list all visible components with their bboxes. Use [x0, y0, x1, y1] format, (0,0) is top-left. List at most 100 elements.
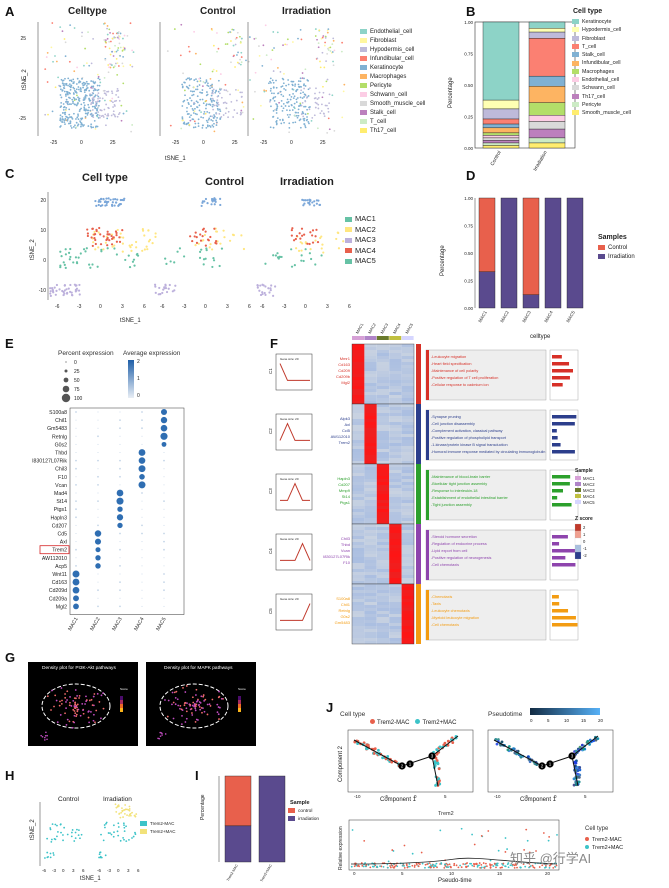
a-point: [83, 91, 86, 94]
a-point: [209, 126, 212, 128]
f-heat-cell: [389, 380, 402, 383]
h-xtick: 3: [72, 868, 75, 873]
a-legend-label: Th17_cell: [370, 128, 397, 134]
g-point: [73, 705, 76, 708]
a-point: [205, 119, 208, 122]
b-legend-label: Endothelial_cell: [582, 77, 620, 84]
f-zscore-tick: -2: [583, 553, 587, 558]
c-point: [308, 242, 311, 246]
a-point: [206, 84, 209, 87]
f-heat-cell: [389, 578, 402, 581]
c-point: [276, 252, 279, 255]
c-title-celltype: Cell type: [82, 172, 128, 184]
a-point: [191, 94, 193, 97]
e-dot: [141, 443, 143, 445]
a-point: [216, 50, 218, 53]
f-heat-cell: [401, 452, 414, 455]
f-enrich-bar: [552, 556, 566, 560]
f-heat-cell: [376, 362, 390, 365]
e-pct-title: Percent expression: [58, 350, 114, 357]
j-cell-point: [381, 756, 384, 760]
g-point: [59, 714, 62, 716]
a-point: [98, 114, 101, 117]
g-density-plot-2: Density plot for MAPK pathways: [146, 662, 256, 746]
f-enrich-bar: [552, 595, 559, 599]
a-point: [95, 112, 98, 114]
f-heat-cell: [364, 494, 377, 497]
f-heat-cell: [364, 509, 377, 512]
a-point: [196, 85, 199, 88]
c-point: [118, 202, 122, 206]
g-point: [217, 706, 220, 708]
a-point: [314, 106, 317, 109]
f-heat-cell: [401, 392, 414, 395]
a-point: [64, 41, 67, 44]
a-point: [333, 49, 336, 52]
j-node-label: 1: [409, 762, 412, 767]
f-heat-cell: [389, 614, 402, 617]
a-point: [81, 77, 83, 80]
j-cell-point: [580, 743, 584, 747]
a-point: [92, 102, 95, 104]
a-point: [237, 89, 240, 92]
h-point: [62, 834, 64, 836]
a-ytick: -25: [19, 116, 26, 122]
a-legend-swatch: [360, 55, 367, 61]
c-ylabel: tSNE_2: [30, 239, 36, 260]
j-cell-point: [588, 738, 592, 742]
c-point: [91, 244, 94, 248]
j-bottom-xtick: 5: [401, 871, 404, 876]
f-heat-cell: [389, 347, 402, 350]
j-expr-point: [453, 864, 456, 867]
j-expr-point: [535, 850, 537, 852]
g-point: [43, 736, 46, 739]
d-bar-control: [522, 197, 540, 296]
a-point: [282, 44, 284, 47]
f-enrich-bar: [552, 415, 577, 419]
f-heat-cell: [376, 485, 390, 488]
a-point: [264, 24, 267, 27]
d-bar-control: [478, 197, 496, 272]
f-enrich-bar: [552, 475, 571, 479]
a-point: [181, 83, 184, 86]
i-ylabel: Percentage: [200, 794, 206, 820]
a-point: [112, 113, 115, 116]
a-point: [186, 113, 189, 115]
f-heat-cell: [364, 584, 377, 587]
a-point: [187, 45, 190, 48]
j-expr-point: [476, 865, 479, 868]
c-point: [94, 199, 97, 203]
c-legend-label: MAC4: [355, 245, 376, 255]
a-point: [113, 114, 116, 116]
a-point: [323, 115, 326, 118]
f-heat-cell: [389, 527, 402, 530]
f-enrich-bar: [552, 355, 562, 359]
a-point: [103, 39, 106, 41]
g-point: [159, 735, 162, 737]
f-heat-cell: [389, 476, 402, 479]
f-heat-cell: [352, 584, 365, 587]
f-zscore-swatch: [574, 551, 582, 560]
a-point: [304, 113, 307, 116]
b-bar-segment: [482, 123, 520, 129]
j-pt-tick: 5: [547, 718, 550, 723]
f-heat-cell: [376, 467, 390, 470]
a-point: [89, 113, 92, 116]
a-point: [288, 122, 291, 125]
j-expr-point: [500, 866, 503, 869]
a-point: [131, 49, 134, 52]
a-point: [186, 106, 188, 109]
g-colorbar-seg: [238, 704, 241, 708]
a-point: [183, 81, 186, 84]
f-cluster-label: C3: [268, 488, 273, 494]
f-heat-cell: [401, 551, 414, 554]
c-point: [263, 291, 266, 295]
d-ytick: 0.25: [464, 279, 473, 284]
f-heat-cell: [389, 470, 402, 473]
a-point: [291, 83, 294, 86]
f-heat-cell: [364, 410, 377, 413]
a-point: [60, 101, 63, 104]
a-point: [104, 113, 107, 116]
j-expr-point: [418, 863, 421, 865]
a-point: [275, 109, 278, 112]
